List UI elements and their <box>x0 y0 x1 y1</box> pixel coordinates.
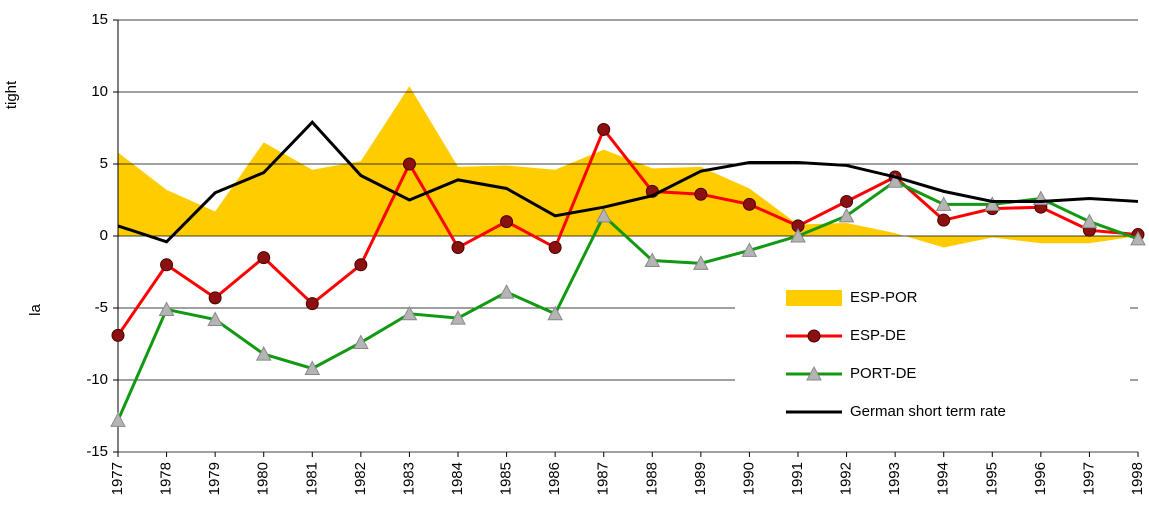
marker <box>451 241 465 255</box>
marker <box>1081 213 1098 229</box>
marker <box>110 412 126 427</box>
marker <box>838 207 855 223</box>
line <box>116 179 1139 421</box>
x-tick-label: 1996 <box>1032 462 1049 495</box>
marker <box>887 173 903 188</box>
marker <box>402 157 416 171</box>
marker <box>500 215 514 229</box>
legend-label: PORT-DE <box>850 365 916 382</box>
marker <box>694 187 708 201</box>
marker <box>548 241 562 255</box>
marker <box>160 258 174 272</box>
x-tick-label: 1998 <box>1129 462 1146 495</box>
marker <box>208 291 222 305</box>
marker <box>498 284 515 299</box>
marker <box>741 242 758 257</box>
marker <box>158 301 175 316</box>
x-tick-label: 1988 <box>643 462 660 495</box>
legend-label: ESP-DE <box>850 327 906 344</box>
y-tick-label: -15 <box>86 443 108 460</box>
marker <box>450 310 466 325</box>
marker <box>937 213 951 227</box>
x-tick-label: 1991 <box>789 462 806 495</box>
marker <box>547 305 563 321</box>
y-tick-label: -5 <box>95 299 108 316</box>
x-tick-label: 1979 <box>206 462 223 495</box>
marker <box>742 197 756 211</box>
marker <box>597 122 611 136</box>
x-tick-label: 1983 <box>400 462 417 495</box>
legend-label: ESP-POR <box>850 289 918 306</box>
x-tick-label: 1980 <box>255 462 272 495</box>
y-axis-label-lower: la <box>27 304 44 316</box>
marker <box>401 305 418 321</box>
marker <box>840 194 854 208</box>
marker <box>595 207 612 223</box>
line <box>116 126 1139 337</box>
area <box>118 86 1138 248</box>
marker <box>984 196 1001 211</box>
legend-marker <box>806 365 822 381</box>
marker <box>354 258 368 272</box>
y-tick-label: 15 <box>91 11 108 28</box>
legend-marker <box>807 329 821 343</box>
x-tick-label: 1985 <box>498 462 515 495</box>
y-tick-label: 10 <box>91 83 108 100</box>
line <box>117 120 1139 244</box>
x-tick-label: 1987 <box>595 462 612 495</box>
x-tick-label: 1977 <box>109 462 126 495</box>
y-tick-label: 0 <box>100 227 108 244</box>
x-tick-label: 1986 <box>546 462 563 495</box>
marker <box>207 311 223 327</box>
marker <box>790 227 806 243</box>
marker <box>644 252 661 267</box>
y-tick-label: -10 <box>86 371 108 388</box>
x-tick-label: 1981 <box>303 462 320 495</box>
marker <box>255 346 272 361</box>
x-tick-label: 1993 <box>886 462 903 495</box>
marker <box>353 334 369 350</box>
y-tick-label: 5 <box>100 155 108 172</box>
marker <box>257 251 271 265</box>
x-tick-label: 1982 <box>352 462 369 495</box>
y-axis-label-upper: tight <box>3 80 20 109</box>
marker <box>304 360 321 375</box>
legend-swatch <box>786 290 842 306</box>
legend-label: German short term rate <box>850 403 1006 420</box>
marker <box>111 328 125 342</box>
x-tick-label: 1995 <box>983 462 1000 495</box>
x-tick-label: 1984 <box>449 462 466 495</box>
marker <box>305 297 319 311</box>
x-tick-label: 1978 <box>158 462 175 495</box>
x-tick-label: 1990 <box>740 462 757 495</box>
x-tick-label: 1994 <box>935 462 952 495</box>
marker <box>1130 230 1146 246</box>
marker <box>935 196 952 211</box>
x-tick-label: 1992 <box>838 462 855 495</box>
x-tick-label: 1997 <box>1080 462 1097 495</box>
marker <box>693 255 709 270</box>
x-tick-label: 1989 <box>692 462 709 495</box>
